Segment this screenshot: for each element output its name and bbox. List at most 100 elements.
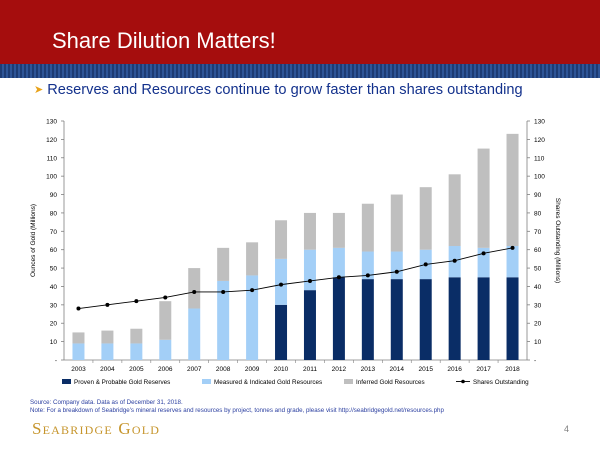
bar-inferred: [246, 242, 259, 276]
shares-outstanding-point: [279, 282, 284, 287]
bar-proven-probable: [275, 304, 288, 360]
y2-tick-label: 20: [534, 321, 542, 328]
bar-inferred: [130, 328, 143, 344]
legend-measured-swatch: [202, 379, 211, 384]
shares-outstanding-point: [365, 273, 370, 278]
bar-measured-indicated: [246, 275, 259, 360]
y-axis-title: Ounces of Gold (Millions): [30, 204, 37, 277]
bar-inferred: [188, 268, 201, 309]
bar-proven-probable: [448, 277, 461, 360]
shares-outstanding-point: [394, 269, 399, 274]
seabridge-gold-logo: Seabridge Gold: [32, 419, 161, 438]
bullet-point: ➤ Reserves and Resources continue to grow…: [34, 82, 594, 102]
bar-measured-indicated: [275, 258, 288, 305]
x-tick-label: 2008: [216, 366, 231, 373]
x-tick-label: 2015: [418, 366, 433, 373]
title-bar: Share Dilution Matters!: [0, 0, 600, 64]
bar-measured-indicated: [361, 251, 374, 280]
y2-tick-label: 30: [534, 302, 542, 309]
y-tick-label: 90: [50, 192, 58, 199]
footnote: Note: For a breakdown of Seabridge's min…: [30, 407, 444, 414]
bar-inferred: [361, 203, 374, 252]
shares-outstanding-point: [423, 262, 428, 267]
legend-measured-label: Measured & Indicated Gold Resources: [214, 379, 322, 386]
shares-outstanding-line: [78, 247, 513, 309]
bar-inferred: [390, 194, 403, 252]
y2-tick-label: 130: [534, 119, 545, 126]
shares-outstanding-point: [76, 306, 81, 311]
bar-proven-probable: [303, 290, 316, 360]
shares-outstanding-point: [481, 251, 486, 256]
shares-outstanding-point: [192, 289, 197, 294]
y-tick-label: 50: [50, 266, 58, 273]
source-note: Source: Company data. Data as of Decembe…: [30, 399, 183, 406]
y2-tick-label: 70: [534, 229, 542, 236]
bar-inferred: [303, 212, 316, 250]
y2-tick-label: 110: [534, 155, 545, 162]
y2-tick-label: -: [534, 358, 536, 365]
shares-outstanding-point: [336, 275, 341, 280]
y-tick-label: 110: [47, 155, 58, 162]
y-tick-label: 120: [46, 137, 57, 144]
bar-inferred: [419, 187, 432, 250]
bullet-arrow-icon: ➤: [34, 84, 44, 96]
bar-proven-probable: [361, 279, 374, 360]
bar-measured-indicated: [477, 247, 490, 278]
bar-proven-probable: [419, 279, 432, 360]
slide-title: Share Dilution Matters!: [52, 28, 276, 53]
bar-inferred: [72, 332, 85, 344]
legend-shares-label: Shares Outstanding: [473, 379, 529, 386]
x-tick-label: 2006: [158, 366, 173, 373]
shares-outstanding-point: [307, 278, 312, 283]
shares-outstanding-point: [452, 258, 457, 263]
bar-measured-indicated: [72, 343, 85, 360]
bar-measured-indicated: [130, 343, 143, 360]
x-tick-label: 2010: [274, 366, 289, 373]
bar-proven-probable: [477, 277, 490, 360]
x-tick-label: 2013: [361, 366, 376, 373]
bar-measured-indicated: [390, 251, 403, 280]
y-tick-label: 60: [50, 247, 58, 254]
bar-measured-indicated: [332, 247, 345, 278]
legend-inferred-label: Inferred Gold Resources: [356, 379, 425, 386]
legend-proven-swatch: [62, 379, 71, 384]
y2-tick-label: 80: [534, 210, 542, 217]
x-tick-label: 2014: [390, 366, 405, 373]
page-number: 4: [564, 424, 570, 434]
y2-tick-label: 40: [534, 284, 542, 291]
legend-inferred-swatch: [344, 379, 353, 384]
legend-proven-label: Proven & Probable Gold Reserves: [74, 379, 170, 386]
x-tick-label: 2009: [245, 366, 260, 373]
x-tick-label: 2005: [129, 366, 144, 373]
y-tick-label: 100: [46, 174, 57, 181]
x-tick-label: 2017: [476, 366, 491, 373]
y2-tick-label: 120: [534, 137, 545, 144]
x-tick-label: 2004: [100, 366, 115, 373]
bar-measured-indicated: [506, 246, 519, 278]
x-tick-label: 2016: [447, 366, 462, 373]
shares-outstanding-point: [105, 302, 110, 307]
bar-measured-indicated: [159, 339, 172, 360]
decorative-stripe: [0, 64, 600, 78]
bar-inferred: [506, 133, 519, 247]
y2-axis-title: Shares Outstanding (Millions): [554, 198, 561, 283]
y2-tick-label: 10: [534, 339, 542, 346]
x-tick-label: 2007: [187, 366, 202, 373]
shares-outstanding-point: [221, 289, 226, 294]
bar-proven-probable: [332, 277, 345, 360]
y-tick-label: 80: [50, 210, 58, 217]
y-tick-label: 10: [50, 339, 58, 346]
x-tick-label: 2003: [71, 366, 86, 373]
bar-inferred: [275, 220, 288, 259]
shares-outstanding-point: [510, 245, 515, 250]
y-tick-label: 40: [50, 284, 58, 291]
shares-outstanding-point: [134, 299, 139, 304]
bar-measured-indicated: [101, 343, 114, 360]
bar-measured-indicated: [303, 249, 316, 291]
bar-inferred: [448, 174, 461, 247]
bar-measured-indicated: [188, 308, 201, 360]
bar-inferred: [477, 148, 490, 248]
gold-shares-chart: - 10 20 30 40 50 60 70 80 90 100 110 120 130 - 10 20 30 40…: [30, 119, 561, 387]
y-tick-label: 20: [50, 321, 58, 328]
bar-measured-indicated: [217, 280, 230, 360]
